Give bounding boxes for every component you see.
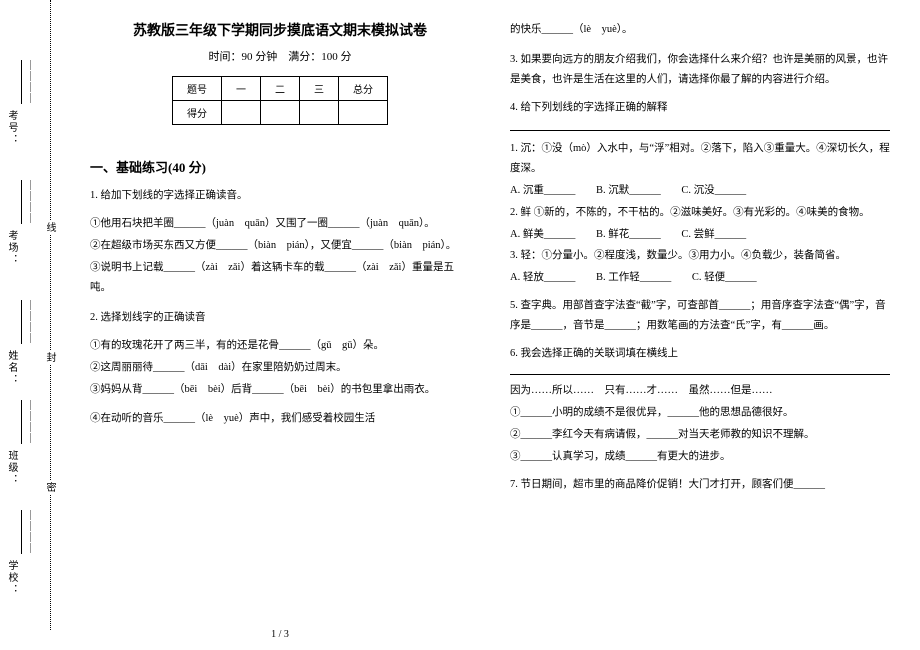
seal-feng: 封: [42, 350, 57, 364]
q2-item: ①有的玫瑰花开了两三半，有的还是花骨______（gǔ gū）朵。: [90, 336, 470, 356]
opt: B. 工作轻______: [596, 268, 671, 288]
exam-title: 苏教版三年级下学期同步摸底语文期末模拟试卷: [90, 20, 470, 40]
right-column: 的快乐______（lè yuè）。 3. 如果要向远方的朋友介绍我们，你会选择…: [510, 20, 890, 640]
row-label: 题号: [173, 77, 222, 101]
q3: 3. 如果要向远方的朋友介绍我们，你会选择什么来介绍？也许是美丽的风景，也许是美…: [510, 50, 890, 90]
q6-item: ③______认真学习，成绩______有更大的进步。: [510, 447, 890, 467]
opt: A. 鲜美______: [510, 225, 575, 245]
blank-seat[interactable]: ＿＿＿＿: [26, 60, 41, 104]
q2-tail2: 的快乐______（lè yuè）。: [510, 20, 890, 40]
score-cell[interactable]: [339, 101, 388, 125]
score-cell[interactable]: [300, 101, 339, 125]
label-room: 考场：: [4, 230, 19, 266]
label-name: 姓名：: [4, 350, 19, 386]
opt: B. 沉默______: [596, 181, 661, 201]
binding-dotted-line: [50, 0, 51, 630]
label-school: 学校：: [4, 560, 19, 596]
q4-stem: 4. 给下列划线的字选择正确的解释: [510, 98, 890, 118]
seal-mi: 密: [42, 480, 57, 494]
blank-name[interactable]: ＿＿＿＿: [26, 300, 41, 344]
score-table: 题号 一 二 三 总分 得分: [172, 76, 388, 125]
opt: A. 沉重______: [510, 181, 575, 201]
divider: [510, 130, 890, 131]
opt: B. 鲜花______: [596, 225, 661, 245]
q1-item: ①他用石块把羊圈______（juàn quān）又围了一圈______（juà…: [90, 214, 470, 234]
exam-subtitle: 时间：90 分钟 满分：100 分: [90, 48, 470, 64]
label-class: 班级：: [4, 450, 19, 486]
table-row: 得分: [173, 101, 388, 125]
q6-bank: 因为……所以…… 只有……才…… 虽然……但是……: [510, 381, 890, 401]
section-1-head: 一、基础练习(40 分): [90, 157, 470, 176]
q1-item: ③说明书上记载______（zài zǎi）着这辆卡车的载______（zài …: [90, 258, 470, 298]
q2-tail: ④在动听的音乐______（lè yuè）声中，我们感受着校园生活: [90, 409, 470, 429]
seal-xian: 线: [42, 220, 57, 234]
content-columns: 苏教版三年级下学期同步摸底语文期末模拟试卷 时间：90 分钟 满分：100 分 …: [70, 0, 920, 650]
q4-g2: 2. 鲜 ①新的，不陈的，不干枯的。②滋味美好。③有光彩的。④味美的食物。: [510, 203, 890, 223]
q5: 5. 查字典。用部首查字法查“截”字，可查部首______；用音序查字法查“偶”…: [510, 296, 890, 336]
opt: C. 沉没______: [681, 181, 746, 201]
opt: A. 轻放______: [510, 268, 575, 288]
col-head: 总分: [339, 77, 388, 101]
q6-item: ①______小明的成绩不是很优异，______他的思想品德很好。: [510, 403, 890, 423]
col-head: 二: [261, 77, 300, 101]
score-cell[interactable]: [222, 101, 261, 125]
left-column: 苏教版三年级下学期同步摸底语文期末模拟试卷 时间：90 分钟 满分：100 分 …: [90, 20, 470, 640]
q2-item: ③妈妈从背______（bēi bèi）后背______（bēi bèi）的书包…: [90, 380, 470, 400]
q4-g1: 1. 沉：①没（mò）入水中，与“浮”相对。②落下，陷入③重量大。④深切长久，程…: [510, 139, 890, 179]
binding-margin: 学校： ＿＿＿＿ 班级： ＿＿＿＿ 姓名： ＿＿＿＿ 考场： ＿＿＿＿ 考号： …: [0, 0, 70, 650]
opt: C. 轻便______: [692, 268, 757, 288]
page-footer: 1 / 3: [90, 623, 470, 640]
q4-g2-opts: A. 鲜美______ B. 鲜花______ C. 尝鲜______: [510, 225, 890, 245]
divider: [510, 374, 890, 375]
col-head: 一: [222, 77, 261, 101]
blank-class[interactable]: ＿＿＿＿: [26, 400, 41, 444]
blank-room[interactable]: ＿＿＿＿: [26, 180, 41, 224]
label-seat: 考号：: [4, 110, 19, 146]
q6-stem: 6. 我会选择正确的关联词填在横线上: [510, 344, 890, 364]
q1-item: ②在超级市场买东西又方便______（biàn pián），又便宜______（…: [90, 236, 470, 256]
score-cell[interactable]: [261, 101, 300, 125]
q2-stem: 2. 选择划线字的正确读音: [90, 308, 470, 328]
blank-school[interactable]: ＿＿＿＿: [26, 510, 41, 554]
col-head: 三: [300, 77, 339, 101]
q4-g3-opts: A. 轻放______ B. 工作轻______ C. 轻便______: [510, 268, 890, 288]
q4-g1-opts: A. 沉重______ B. 沉默______ C. 沉没______: [510, 181, 890, 201]
q7: 7. 节日期间，超市里的商品降价促销！大门才打开，顾客们便______: [510, 475, 890, 495]
table-row: 题号 一 二 三 总分: [173, 77, 388, 101]
row-label: 得分: [173, 101, 222, 125]
q4-g3: 3. 轻：①分量小。②程度浅，数量少。③用力小。④负载少，装备简省。: [510, 246, 890, 266]
q6-item: ②______李红今天有病请假，______对当天老师教的知识不理解。: [510, 425, 890, 445]
q2-item: ②这周丽丽待______（dāi dài）在家里陪奶奶过周末。: [90, 358, 470, 378]
q1-stem: 1. 给加下划线的字选择正确读音。: [90, 186, 470, 206]
opt: C. 尝鲜______: [681, 225, 746, 245]
